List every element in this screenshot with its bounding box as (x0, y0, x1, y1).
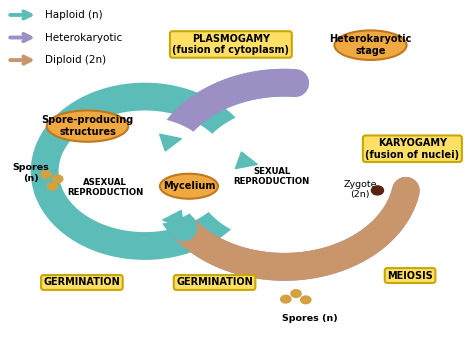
Text: GERMINATION: GERMINATION (176, 277, 253, 287)
Circle shape (291, 290, 301, 298)
Text: SEXUAL
REPRODUCTION: SEXUAL REPRODUCTION (234, 167, 310, 186)
Polygon shape (391, 191, 413, 207)
Polygon shape (73, 118, 216, 225)
Text: Spores
(n): Spores (n) (12, 163, 49, 183)
Text: PLASMOGAMY
(fusion of cytoplasm): PLASMOGAMY (fusion of cytoplasm) (173, 34, 289, 55)
Polygon shape (194, 108, 374, 242)
Circle shape (41, 170, 51, 178)
Text: Haploid (n): Haploid (n) (45, 10, 102, 20)
Polygon shape (32, 174, 54, 191)
Text: GERMINATION: GERMINATION (44, 277, 120, 287)
Polygon shape (274, 73, 295, 90)
Circle shape (301, 296, 311, 304)
Text: ASEXUAL
REPRODUCTION: ASEXUAL REPRODUCTION (67, 178, 143, 197)
Text: Spore-producing
structures: Spore-producing structures (41, 115, 134, 137)
Polygon shape (160, 134, 182, 151)
Ellipse shape (335, 30, 407, 60)
Text: KARYOGAMY
(fusion of nuclei): KARYOGAMY (fusion of nuclei) (365, 138, 459, 160)
Text: Heterokaryotic
stage: Heterokaryotic stage (329, 34, 412, 56)
Text: Diploid (2n): Diploid (2n) (45, 55, 106, 65)
Circle shape (372, 186, 383, 195)
Text: Mycelium: Mycelium (163, 181, 215, 191)
Circle shape (47, 183, 58, 190)
Circle shape (281, 295, 291, 303)
Polygon shape (236, 152, 257, 169)
Ellipse shape (47, 110, 128, 142)
Text: Zygote
(2n): Zygote (2n) (344, 180, 377, 199)
Ellipse shape (160, 174, 218, 199)
Text: Heterokaryotic: Heterokaryotic (45, 32, 122, 42)
Text: MEIOSIS: MEIOSIS (387, 270, 433, 281)
Text: Spores (n): Spores (n) (282, 314, 338, 323)
Polygon shape (163, 210, 183, 228)
Circle shape (53, 175, 63, 183)
